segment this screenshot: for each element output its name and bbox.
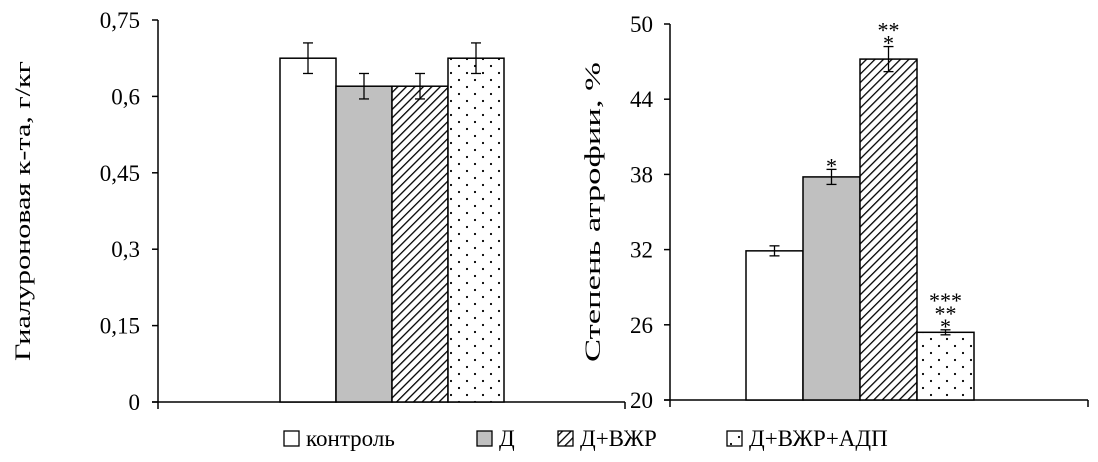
legend-swatch xyxy=(476,430,493,447)
y-tick-label: 38 xyxy=(630,162,653,187)
y-tick-label: 20 xyxy=(630,388,653,413)
chart-legend: контроль Д Д+ВЖР Д+ВЖР+АДП xyxy=(283,426,888,451)
y-tick-label: 26 xyxy=(630,313,653,338)
y-tick-label: 0,15 xyxy=(100,314,140,339)
legend-swatch xyxy=(557,430,574,447)
bar xyxy=(279,57,337,403)
bar xyxy=(859,58,918,401)
y-tick-label: 0,3 xyxy=(111,237,140,262)
bar xyxy=(447,57,505,403)
y-axis-label: Степень атрофии, % xyxy=(580,62,605,362)
y-tick-label: 0 xyxy=(129,390,141,415)
bar xyxy=(391,85,449,403)
y-tick-label: 44 xyxy=(630,87,654,112)
y-tick-label: 32 xyxy=(630,238,653,263)
y-tick-label: 0,45 xyxy=(100,161,140,186)
bar xyxy=(745,250,804,401)
significance-label: ** * xyxy=(878,18,900,56)
y-tick-label: 50 xyxy=(630,12,653,37)
legend-item: контроль xyxy=(283,426,395,451)
legend-item: Д+ВЖР+АДП xyxy=(726,426,888,451)
legend-label: Д+ВЖР xyxy=(580,426,657,451)
significance-label: * xyxy=(826,153,837,178)
legend-item: Д xyxy=(476,426,515,451)
bar xyxy=(335,85,393,403)
legend-swatch xyxy=(726,430,743,447)
legend-swatch xyxy=(283,430,300,447)
chart-panel-hyaluronic-acid: 0 0,15 0,3 0,45 0,6 0,75 Гиалуроновая к-та, г/… xyxy=(10,8,626,415)
y-tick-label: 0,75 xyxy=(100,8,140,33)
legend-label: Д+ВЖР+АДП xyxy=(749,426,888,451)
bar xyxy=(916,331,975,401)
y-tick-label: 0,6 xyxy=(111,84,140,109)
legend-label: Д xyxy=(499,426,515,451)
legend-label: контроль xyxy=(306,426,395,451)
bar xyxy=(802,176,861,401)
legend-item: Д+ВЖР xyxy=(557,426,657,451)
significance-label: *** ** * xyxy=(929,288,962,339)
y-axis-label: Гиалуроновая к-та, г/кг xyxy=(10,61,35,361)
